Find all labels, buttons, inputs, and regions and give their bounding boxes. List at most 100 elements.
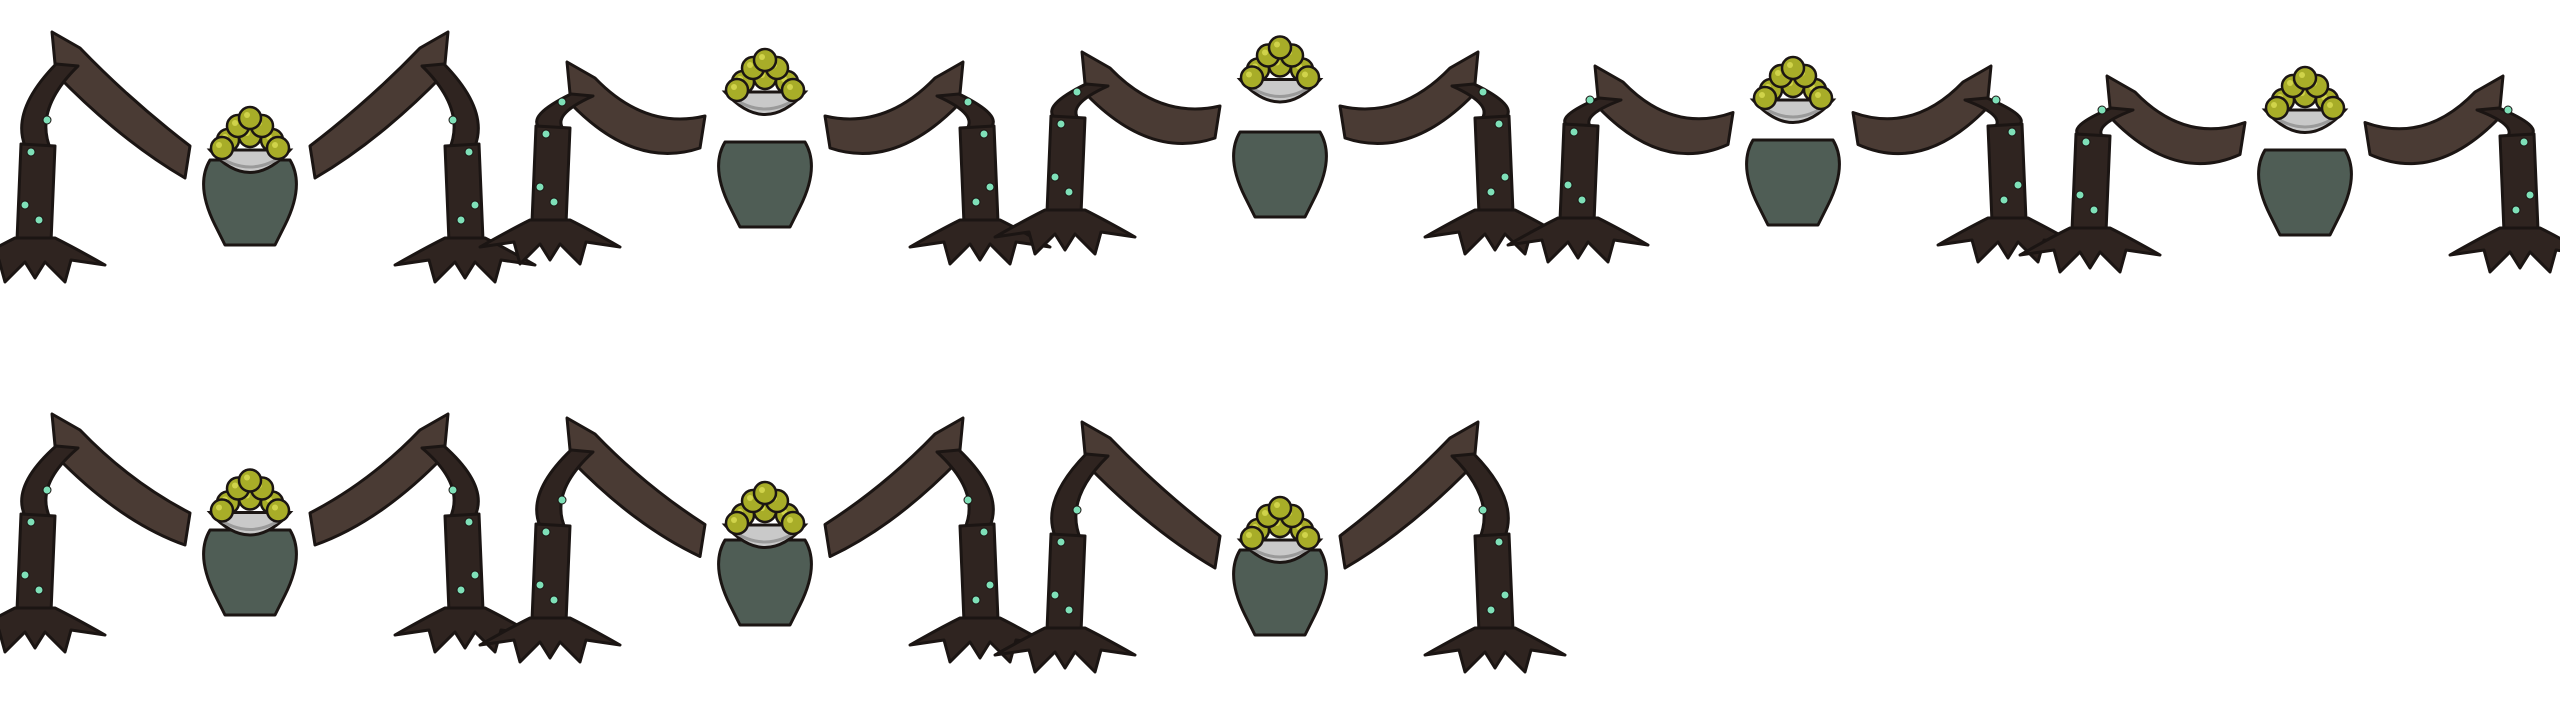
spore-highlight-4 xyxy=(1262,510,1268,516)
right-upper-leg xyxy=(2365,76,2503,164)
spore-7 xyxy=(726,512,748,534)
glow-dot-l1 xyxy=(542,130,550,138)
spore-7 xyxy=(1754,87,1776,109)
creature-sprite xyxy=(1040,380,1520,700)
glow-dot-r2 xyxy=(972,198,980,206)
glow-dot-r0 xyxy=(449,486,457,494)
spore-7 xyxy=(1241,67,1263,89)
spore-highlight-6 xyxy=(1787,62,1793,68)
spore-highlight-7 xyxy=(1246,532,1252,538)
spore-8 xyxy=(1297,527,1319,549)
glow-dot-r1 xyxy=(2520,138,2528,146)
glow-dot-l0 xyxy=(1073,88,1081,96)
glow-dot-r2 xyxy=(457,216,465,224)
spore-highlight-6 xyxy=(1274,41,1280,48)
glow-dot-l2 xyxy=(35,216,43,224)
spore-highlight-8 xyxy=(2327,102,2333,108)
body-sack xyxy=(719,142,812,227)
glow-dot-l3 xyxy=(1051,591,1059,599)
left-claw xyxy=(995,210,1135,254)
glow-dot-r3 xyxy=(2526,191,2534,199)
glow-dot-l2 xyxy=(1578,196,1586,204)
creature-group xyxy=(480,418,1050,662)
glow-dot-l1 xyxy=(1570,128,1578,136)
glow-dot-l0 xyxy=(1586,96,1594,104)
spore-6 xyxy=(1782,57,1804,79)
glow-dot-l2 xyxy=(1065,606,1073,614)
right-mid-leg xyxy=(1452,454,1508,540)
right-claw xyxy=(910,618,1050,662)
spore-highlight-4 xyxy=(747,495,753,501)
left-mid-leg xyxy=(1052,454,1108,540)
creature-sprite xyxy=(525,380,1005,700)
left-shin xyxy=(1047,116,1085,214)
left-upper-leg xyxy=(567,418,705,557)
spore-highlight-7 xyxy=(216,504,222,511)
creature-group xyxy=(480,49,1050,264)
body-sack xyxy=(204,530,297,615)
glow-dot-r3 xyxy=(986,581,994,589)
spore-highlight-8 xyxy=(1815,92,1821,98)
left-upper-leg xyxy=(2107,76,2245,164)
glow-dot-l3 xyxy=(1564,181,1572,189)
left-shin xyxy=(2072,134,2110,232)
left-claw xyxy=(0,608,105,652)
glow-dot-r3 xyxy=(471,571,479,579)
glow-dot-l3 xyxy=(21,571,29,579)
spore-6 xyxy=(1269,37,1291,59)
right-shin xyxy=(1475,116,1513,214)
left-claw xyxy=(1508,218,1648,262)
right-claw xyxy=(2450,228,2560,272)
spore-highlight-8 xyxy=(1302,532,1308,538)
left-shin xyxy=(532,524,570,622)
glow-dot-l2 xyxy=(550,596,558,604)
glow-dot-r0 xyxy=(964,496,972,504)
right-mid-leg xyxy=(422,446,478,520)
glow-dot-l1 xyxy=(27,148,35,156)
right-upper-leg xyxy=(310,414,448,545)
left-claw xyxy=(0,238,105,282)
left-upper-leg xyxy=(567,62,705,154)
glow-dot-l1 xyxy=(27,518,35,526)
glow-dot-l3 xyxy=(2076,191,2084,199)
left-shin xyxy=(532,126,570,224)
glow-dot-r0 xyxy=(1479,88,1487,96)
glow-dot-r1 xyxy=(1495,538,1503,546)
glow-dot-r2 xyxy=(972,596,980,604)
left-upper-leg xyxy=(1082,52,1220,144)
left-shin xyxy=(1560,124,1598,222)
spore-highlight-8 xyxy=(787,517,793,523)
creature-group xyxy=(0,414,535,652)
glow-dot-r3 xyxy=(986,183,994,191)
glow-dot-l0 xyxy=(558,496,566,504)
spore-highlight-6 xyxy=(759,487,765,493)
spore-highlight-7 xyxy=(1759,92,1765,98)
right-upper-leg xyxy=(825,62,963,154)
glow-dot-l3 xyxy=(536,183,544,191)
left-shin xyxy=(1047,534,1085,632)
left-mid-leg xyxy=(537,450,593,530)
spore-highlight-6 xyxy=(244,474,250,481)
creature-sprite xyxy=(525,0,1005,320)
creature-sprite xyxy=(1040,0,1520,320)
glow-dot-l0 xyxy=(1073,506,1081,514)
glow-dot-l0 xyxy=(558,98,566,106)
body-sack xyxy=(719,540,812,625)
glow-dot-r2 xyxy=(2512,206,2520,214)
spore-6 xyxy=(2294,67,2316,89)
spore-highlight-8 xyxy=(272,504,278,511)
spore-6 xyxy=(239,107,261,129)
left-claw xyxy=(480,618,620,662)
glow-dot-r0 xyxy=(449,116,457,124)
glow-dot-r0 xyxy=(2504,106,2512,114)
left-upper-leg xyxy=(52,32,190,178)
spore-highlight-7 xyxy=(2271,102,2277,108)
spore-highlight-8 xyxy=(1302,71,1308,78)
glow-dot-r2 xyxy=(1487,188,1495,196)
spore-highlight-8 xyxy=(272,142,278,148)
right-upper-leg xyxy=(1853,66,1991,154)
spore-8 xyxy=(267,137,289,159)
glow-dot-r2 xyxy=(457,586,465,594)
spore-8 xyxy=(782,79,804,101)
left-claw xyxy=(2020,228,2160,272)
